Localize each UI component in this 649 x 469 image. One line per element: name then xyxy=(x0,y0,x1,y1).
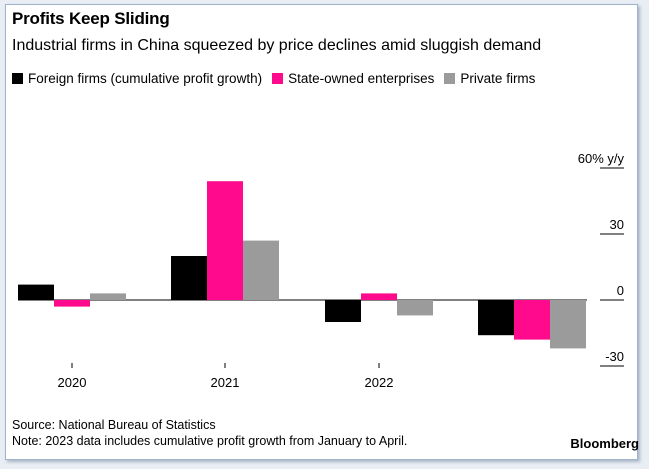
y-tick-label-2: 0 xyxy=(617,283,624,298)
legend-label-private: Private firms xyxy=(460,71,536,86)
legend: Foreign firms (cumulative profit growth)… xyxy=(12,71,545,86)
legend-swatch-foreign xyxy=(12,73,23,84)
x-tick-label-2: 2022 xyxy=(365,375,394,390)
legend-item-soe: State-owned enterprises xyxy=(272,71,434,86)
bar-2022-series-0 xyxy=(325,300,361,322)
y-tick-label-0: 60% y/y xyxy=(578,151,625,166)
legend-label-soe: State-owned enterprises xyxy=(288,71,435,86)
bar-2021-series-0 xyxy=(171,256,207,300)
legend-swatch-soe xyxy=(272,73,284,84)
legend-label-foreign: Foreign firms (cumulative profit growth) xyxy=(28,71,263,86)
bar-latest-series-0 xyxy=(478,300,514,336)
x-tick-label-0: 2020 xyxy=(58,375,87,390)
chart-subtitle: Industrial firms in China squeezed by pr… xyxy=(12,37,542,54)
bloomberg-logo: Bloomberg xyxy=(570,436,639,451)
source-note: Source: National Bureau of Statistics xyxy=(12,418,216,432)
chart-card xyxy=(5,4,638,460)
bar-2021-series-1 xyxy=(207,181,243,300)
legend-item-private: Private firms xyxy=(444,71,535,86)
y-tick-label-3: -30 xyxy=(605,349,624,364)
bar-2022-series-2 xyxy=(397,300,433,316)
chart-title: Profits Keep Sliding xyxy=(12,9,170,28)
footnote: Note: 2023 data includes cumulative prof… xyxy=(12,434,408,448)
bar-2020-series-1 xyxy=(54,300,90,307)
y-tick-label-1: 30 xyxy=(610,217,624,232)
footer-notes: Source: National Bureau of Statistics No… xyxy=(12,417,407,449)
bar-latest-series-2 xyxy=(550,300,586,349)
bar-latest-series-1 xyxy=(514,300,550,340)
x-tick-label-1: 2021 xyxy=(211,375,240,390)
bar-2020-series-0 xyxy=(18,284,54,300)
bar-2022-series-1 xyxy=(361,293,397,300)
legend-item-foreign: Foreign firms (cumulative profit growth) xyxy=(12,71,262,86)
bar-2021-series-2 xyxy=(243,240,279,300)
bar-2020-series-2 xyxy=(90,293,126,300)
legend-swatch-private xyxy=(444,73,456,84)
